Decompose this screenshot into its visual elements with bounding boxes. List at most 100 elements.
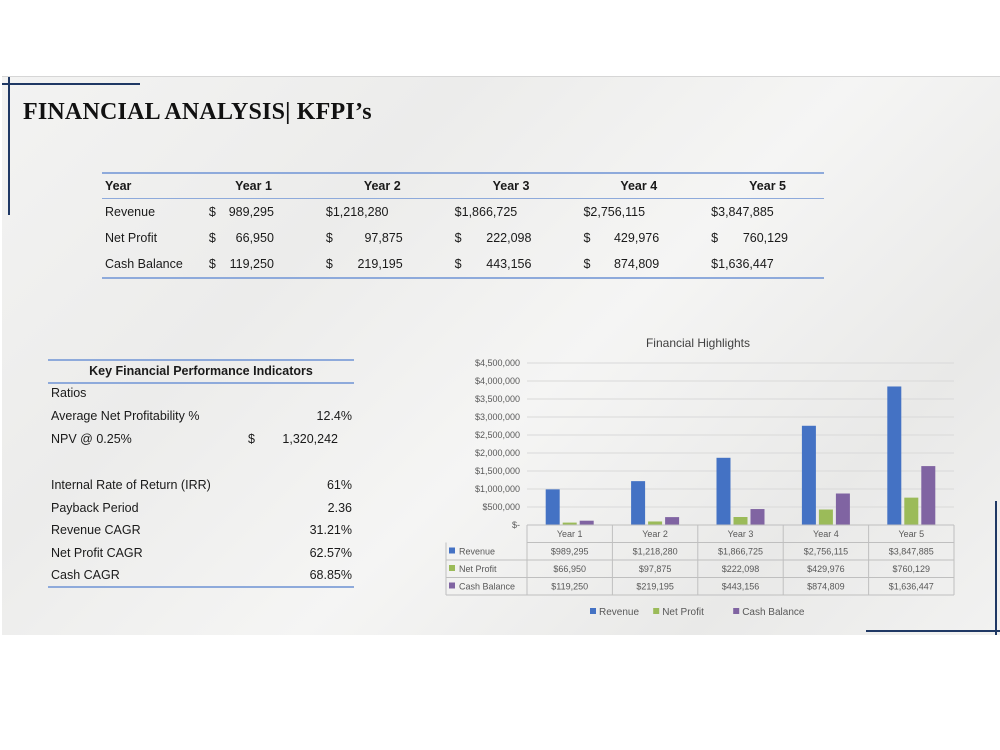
cell-value: 66,950 bbox=[235, 231, 274, 245]
kpi-value: 12.4% bbox=[316, 409, 352, 423]
cell-value: 119,250 bbox=[229, 257, 274, 271]
table-cell: $2,756,115 bbox=[567, 199, 695, 226]
bar-revenue bbox=[545, 489, 560, 525]
kpi-row-revenue-cagr: Revenue CAGR 31.21% bbox=[48, 520, 354, 540]
cell-value: 219,195 bbox=[357, 257, 403, 271]
currency-symbol: $ bbox=[583, 231, 591, 245]
financial-highlights-chart: Financial Highlights $- $500,000 $1,000,000… bbox=[445, 336, 955, 618]
kpi-row-irr: Internal Rate of Return (IRR) 61% bbox=[48, 475, 354, 495]
legend-key bbox=[733, 608, 740, 614]
table-cell: $874,809 bbox=[567, 251, 695, 278]
x-tick-label: Year 1 bbox=[557, 529, 583, 539]
kpi-label: Cash CAGR bbox=[51, 568, 120, 582]
data-label: $3,847,885 bbox=[889, 547, 934, 557]
bar-net-profit bbox=[733, 517, 748, 525]
legend-label: Net Profit bbox=[662, 607, 704, 618]
cell-value: 222,098 bbox=[486, 231, 532, 245]
kpi-value: 2.36 bbox=[327, 501, 352, 515]
cell-value: $2,756,115 bbox=[583, 205, 646, 219]
y-tick-label: $3,500,000 bbox=[475, 394, 520, 404]
kpi-table: Key Financial Performance Indicators Rat… bbox=[48, 359, 354, 588]
cell-value: 443,156 bbox=[486, 257, 532, 271]
table-cell: $219,195 bbox=[310, 251, 439, 278]
data-label: $1,218,280 bbox=[633, 547, 678, 557]
data-label: $989,295 bbox=[551, 547, 589, 557]
table-cell: $429,976 bbox=[567, 225, 695, 251]
kpi-value: 31.21% bbox=[309, 523, 352, 537]
bar-revenue bbox=[716, 457, 731, 525]
kpi-row-cash-cagr: Cash CAGR 68.85% bbox=[48, 565, 354, 585]
table-cell: $119,250 bbox=[193, 251, 310, 278]
data-label: $760,129 bbox=[893, 564, 931, 574]
kpi-row-net-profit-cagr: Net Profit CAGR 62.57% bbox=[48, 543, 354, 563]
y-tick-label: $1,000,000 bbox=[475, 484, 520, 494]
kpi-value: 62.57% bbox=[309, 546, 352, 560]
currency-symbol: $ bbox=[454, 257, 462, 271]
table-row: Revenue $989,295 $1,218,280 $1,866,725 $2,75… bbox=[102, 199, 824, 226]
legend-key bbox=[653, 608, 660, 614]
x-tick-label: Year 2 bbox=[642, 529, 668, 539]
bar-net-profit bbox=[562, 522, 577, 525]
y-tick-label: $- bbox=[512, 520, 520, 530]
table-cell: $222,098 bbox=[439, 225, 568, 251]
bar-cash-balance bbox=[921, 466, 936, 525]
kpi-currency: $ bbox=[248, 432, 255, 446]
cell-value: $1,218,280 bbox=[325, 205, 389, 219]
kpi-row-npv: NPV @ 0.25% $ 1,320,242 bbox=[48, 429, 354, 449]
bar-cash-balance bbox=[579, 520, 594, 525]
data-label: $874,809 bbox=[807, 582, 845, 592]
cell-value: 429,976 bbox=[613, 231, 660, 245]
kpi-header: Key Financial Performance Indicators bbox=[48, 359, 354, 384]
corner-line-bottom-horizontal bbox=[866, 630, 1000, 632]
table-row: Cash Balance $119,250 $219,195 $443,156 $874… bbox=[102, 251, 824, 278]
bar-cash-balance bbox=[835, 493, 850, 525]
kpi-label: Average Net Profitability % bbox=[51, 409, 200, 423]
data-label: $119,250 bbox=[551, 582, 588, 592]
kpi-label: Payback Period bbox=[51, 501, 139, 515]
kpi-label: Net Profit CAGR bbox=[51, 546, 143, 560]
cell-value: $1,866,725 bbox=[454, 205, 518, 219]
column-header: Year 5 bbox=[695, 173, 824, 199]
bar-net-profit bbox=[818, 509, 833, 525]
bar-revenue bbox=[887, 386, 902, 525]
data-label: $2,756,115 bbox=[804, 547, 848, 557]
chart-title: Financial Highlights bbox=[646, 336, 750, 350]
currency-symbol: $ bbox=[208, 205, 216, 219]
kpi-label: NPV @ 0.25% bbox=[51, 432, 132, 446]
bar-revenue bbox=[631, 481, 646, 525]
table-cell: $760,129 bbox=[695, 225, 824, 251]
currency-symbol: $ bbox=[325, 257, 333, 271]
data-label: $222,098 bbox=[722, 564, 760, 574]
x-tick-label: Year 4 bbox=[813, 529, 839, 539]
kpi-row-avg-net-profitability: Average Net Profitability % 12.4% bbox=[48, 406, 354, 426]
data-table-legend-key bbox=[449, 582, 455, 589]
currency-symbol: $ bbox=[711, 231, 719, 245]
kpi-value: 68.85% bbox=[309, 568, 352, 582]
x-tick-label: Year 3 bbox=[728, 529, 754, 539]
data-label: $429,976 bbox=[807, 564, 845, 574]
currency-symbol: $ bbox=[454, 231, 462, 245]
y-tick-label: $2,000,000 bbox=[475, 448, 520, 458]
financial-summary-table: Year Year 1 Year 2 Year 3 Year 4 Year 5 … bbox=[102, 172, 824, 279]
table-header-row: Year Year 1 Year 2 Year 3 Year 4 Year 5 bbox=[102, 173, 824, 199]
y-tick-label: $4,000,000 bbox=[475, 376, 520, 386]
data-table-legend-key bbox=[449, 565, 455, 571]
bar-net-profit bbox=[904, 497, 919, 525]
data-label: $1,866,725 bbox=[718, 547, 763, 557]
corner-line-top-vertical bbox=[8, 77, 10, 215]
kpi-label: Revenue CAGR bbox=[51, 523, 141, 537]
cell-value: 989,295 bbox=[228, 205, 274, 219]
y-tick-label: $1,500,000 bbox=[475, 466, 520, 476]
table-cell: $1,866,725 bbox=[439, 199, 568, 226]
column-header: Year 2 bbox=[309, 173, 439, 199]
row-label: Cash Balance bbox=[105, 257, 183, 271]
currency-symbol: $ bbox=[325, 231, 333, 245]
kpi-value: 1,320,242 bbox=[282, 432, 338, 446]
kpi-value: 61% bbox=[326, 478, 352, 492]
slide: FINANCIAL ANALYSIS| KFPI’s Year Year 1 Y… bbox=[2, 76, 1000, 635]
cell-value: 874,809 bbox=[613, 257, 660, 271]
currency-symbol: $ bbox=[208, 257, 216, 271]
table-cell: $989,295 bbox=[193, 199, 310, 226]
data-label: $219,195 bbox=[636, 582, 674, 592]
column-header: Year bbox=[102, 173, 193, 199]
